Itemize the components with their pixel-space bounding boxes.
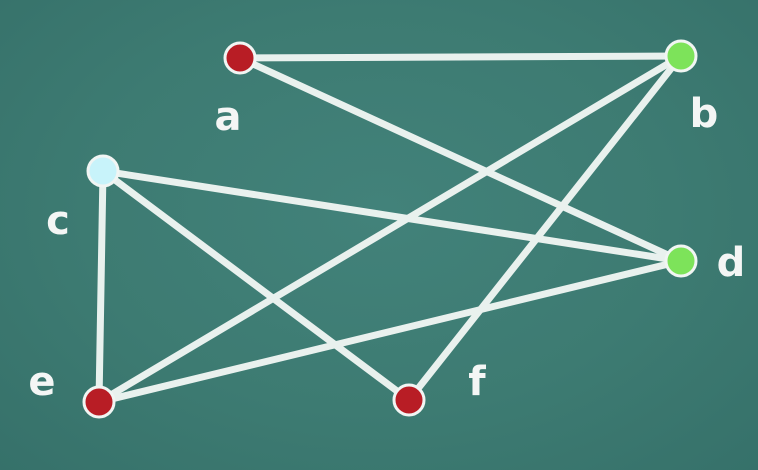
node-f: [392, 383, 426, 417]
node-b: [664, 39, 698, 73]
edge-d-e: [95, 257, 685, 406]
edge-a-b: [236, 52, 685, 62]
node-label-e: e: [28, 359, 55, 405]
edges-group: [95, 52, 685, 406]
node-a: [223, 41, 257, 75]
edge-c-e: [95, 167, 107, 406]
node-label-b: b: [690, 91, 719, 137]
edge-c-f: [99, 167, 413, 404]
node-label-a: a: [215, 94, 242, 140]
edge-c-d: [99, 167, 685, 265]
labels-group: a b c d e f: [28, 91, 745, 405]
node-label-d: d: [717, 240, 746, 286]
node-d: [664, 244, 698, 278]
edge-b-e: [95, 52, 685, 406]
node-c: [86, 154, 120, 188]
edge-a-d: [236, 54, 685, 265]
node-label-c: c: [46, 198, 70, 244]
edge-b-f: [405, 52, 685, 404]
node-label-f: f: [468, 359, 486, 405]
nodes-group: [82, 39, 698, 419]
node-e: [82, 385, 116, 419]
